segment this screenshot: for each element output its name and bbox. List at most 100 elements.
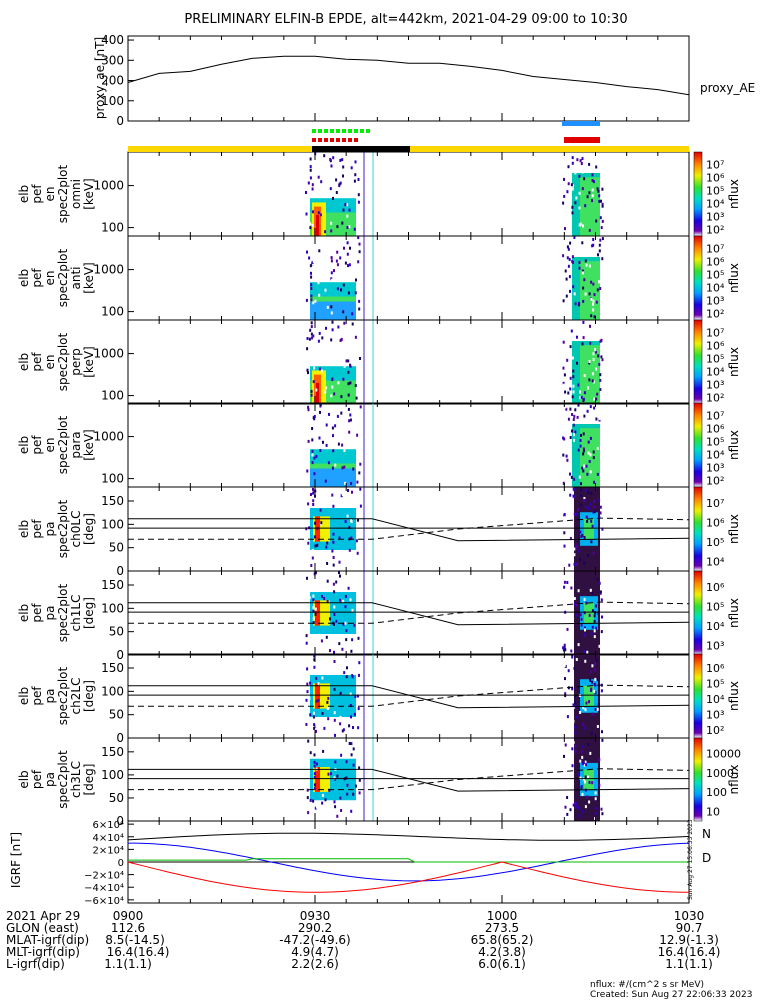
spec-speckle: [312, 491, 315, 495]
spec-speckle: [569, 808, 572, 812]
spec-speckle: [577, 643, 580, 647]
spec-speckle: [599, 287, 602, 290]
spec-speckle: [580, 494, 583, 498]
spec-speckle: [594, 791, 597, 795]
spec-speckle: [344, 621, 347, 625]
spec-speckle: [348, 225, 351, 229]
spec-speckle: [306, 337, 309, 340]
green-dash: [348, 129, 352, 133]
spec-speckle: [578, 266, 581, 270]
spec-speckle: [593, 510, 596, 514]
colorbar: [693, 151, 703, 237]
spec-ylabel: pef: [30, 769, 44, 789]
spec-speckle: [312, 237, 315, 240]
spec-speckle: [337, 405, 340, 409]
colorbar-label: nflux: [727, 347, 741, 377]
spec-speckle: [312, 799, 315, 803]
spec-speckle: [585, 701, 588, 705]
spec-speckle: [325, 443, 328, 447]
spec-speckle: [570, 475, 573, 479]
spec-speckle: [574, 805, 577, 809]
spec-speckle: [349, 598, 352, 602]
spec-speckle: [598, 243, 601, 247]
spec-speckle: [311, 427, 314, 430]
spec-speckle: [359, 504, 362, 508]
spec-speckle: [577, 448, 580, 452]
spec-speckle: [340, 337, 343, 341]
spec-speckle: [579, 711, 582, 714]
spec-speckle: [570, 183, 573, 187]
spec-speckle: [562, 381, 565, 385]
spec-speckle: [591, 712, 594, 716]
spec-speckle: [310, 493, 312, 496]
spec-speckle: [357, 518, 359, 522]
spec-speckle: [580, 623, 583, 627]
spec-speckle: [326, 257, 329, 261]
spec-speckle: [350, 809, 353, 813]
spec-speckle: [344, 481, 347, 485]
spec-speckle: [590, 280, 593, 284]
spec-speckle: [320, 663, 323, 667]
spec-speckle: [348, 724, 351, 728]
colorbar-tick-label: 10⁵: [706, 536, 724, 549]
spec-speckle: [573, 495, 576, 499]
spec-speckle: [570, 698, 573, 701]
colorbar-tick-label: 10⁶: [706, 581, 725, 594]
spec-speckle: [309, 264, 312, 268]
spec-speckle: [347, 264, 349, 268]
spec-speckle: [342, 174, 344, 178]
proxy-ae-ylabel: proxy_ae [nT]: [93, 37, 107, 119]
spec-speckle: [569, 576, 572, 580]
spec-speckle: [575, 545, 578, 549]
spec-speckle: [312, 617, 315, 621]
spec-speckle: [582, 286, 585, 290]
spec-speckle: [354, 173, 357, 177]
spec-speckle: [330, 164, 333, 168]
spec-speckle: [349, 381, 352, 385]
spec-speckle: [566, 715, 569, 719]
spec-speckle: [596, 725, 599, 728]
spec-speckle: [307, 739, 310, 743]
spec-speckle: [569, 289, 571, 293]
colorbar-label: nflux: [727, 430, 741, 460]
colorbar-tick-label: 10⁴: [706, 366, 725, 379]
spec-speckle: [307, 405, 310, 409]
spec-speckle: [358, 791, 361, 795]
spec-ylabel: elb: [17, 436, 31, 454]
spec-speckle: [574, 744, 577, 748]
colorbar: [693, 737, 703, 822]
spec-panel-5: 0 50 100 150 elb pef pa spec2plot ch0LC [deg] 10⁴ 1…: [17, 486, 741, 578]
spec-speckle: [327, 717, 330, 721]
spec-speckle: [318, 436, 321, 440]
spec-speckle: [595, 397, 598, 401]
spec-speckle: [334, 424, 337, 428]
spec-speckle: [590, 670, 593, 674]
orbit-cell: -47.2(-49.6): [279, 933, 350, 947]
spec-speckle: [569, 436, 572, 439]
spec-ylabel: en: [43, 438, 57, 453]
spec-speckle: [583, 561, 586, 565]
y-tick-label: 150: [101, 745, 124, 759]
spec-speckle: [327, 814, 330, 817]
y-tick-label: −4×10⁴: [84, 883, 124, 894]
spec-speckle: [316, 527, 319, 531]
spec-speckle: [333, 687, 336, 691]
spec-speckle: [581, 534, 584, 537]
spec-speckle: [578, 174, 581, 178]
colorbar-tick-label: 10000: [706, 748, 741, 761]
spec-speckle: [594, 611, 597, 615]
spec-speckle: [337, 442, 340, 446]
spec-speckle: [584, 505, 587, 509]
spec-speckle: [585, 763, 588, 767]
spec-speckle: [593, 406, 596, 410]
spec-speckle: [309, 798, 312, 802]
spec-speckle: [341, 158, 344, 162]
spec-speckle: [334, 733, 336, 737]
spec-speckle: [572, 423, 575, 427]
spec-ylabel: spec2plot: [56, 248, 70, 307]
spec-speckle: [332, 645, 335, 649]
spec-speckle: [578, 301, 581, 305]
spec-speckle: [309, 226, 312, 230]
spec-speckle: [309, 681, 312, 685]
spec-speckle: [316, 749, 319, 752]
